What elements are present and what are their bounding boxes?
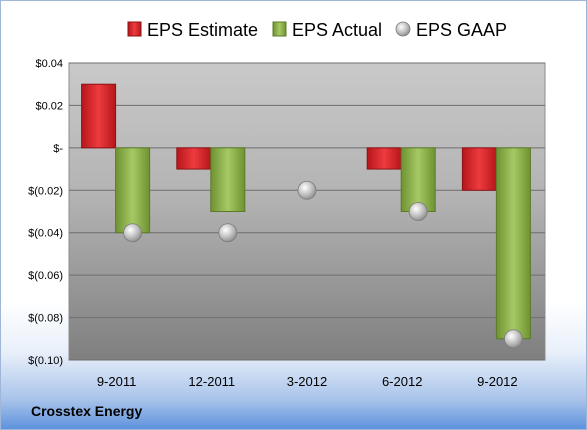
legend-swatch-eps-estimate	[127, 21, 142, 37]
y-tick-label: $(0.10)	[28, 355, 63, 367]
bar-eps-actual	[495, 147, 531, 340]
bar-eps-estimate	[461, 147, 497, 191]
legend-swatch-eps-gaap	[395, 21, 411, 37]
x-tick-label: 3-2012	[287, 374, 327, 389]
legend-label: EPS Estimate	[147, 20, 258, 40]
bar-eps-estimate	[81, 83, 117, 149]
legend-swatch-eps-actual	[272, 21, 287, 37]
company-name: Crosstex Energy	[31, 403, 143, 419]
x-tick-label: 12-2011	[188, 374, 235, 389]
x-tick-label: 9-2011	[97, 374, 137, 389]
legend-label: EPS Actual	[292, 20, 382, 40]
x-tick-label: 6-2012	[382, 374, 422, 389]
y-tick-label: $0.02	[35, 100, 63, 112]
point-eps-gaap	[504, 329, 523, 349]
point-eps-gaap	[218, 223, 238, 243]
bar-eps-actual	[115, 147, 151, 234]
y-tick-label: $(0.06)	[28, 270, 63, 282]
y-tick-label: $0.04	[35, 58, 63, 70]
bar-eps-estimate	[366, 147, 402, 170]
legend-label: EPS GAAP	[416, 20, 507, 40]
point-eps-gaap	[408, 202, 428, 221]
y-tick-label: $-	[53, 143, 63, 155]
bar-eps-estimate	[176, 147, 212, 170]
point-eps-gaap	[297, 180, 317, 200]
x-tick-label: 9-2012	[477, 374, 517, 389]
y-tick-label: $(0.02)	[28, 185, 63, 197]
bar-eps-actual	[400, 147, 436, 213]
bar-eps-actual	[210, 147, 246, 213]
y-tick-label: $(0.08)	[28, 313, 63, 325]
point-eps-gaap	[123, 223, 143, 243]
y-tick-label: $(0.04)	[28, 228, 63, 240]
